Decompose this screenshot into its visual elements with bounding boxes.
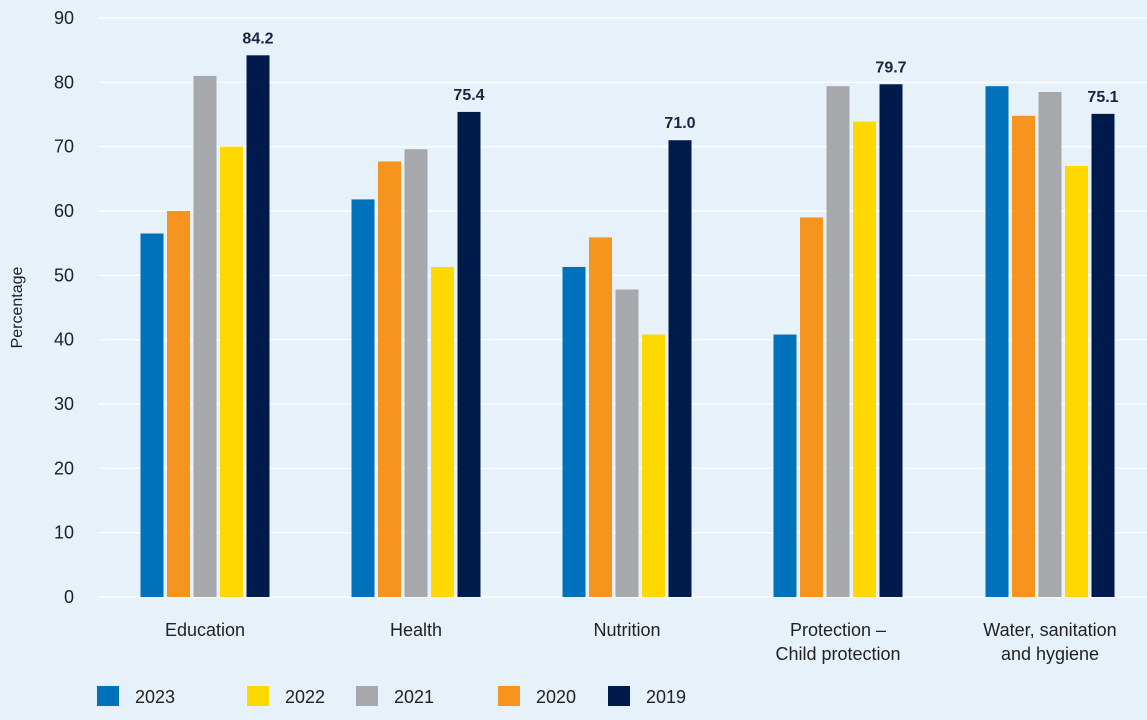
bar-2019-cat-3 [879, 84, 903, 597]
data-label-0: 84.2 [242, 30, 273, 47]
legend-swatch-2022 [247, 686, 269, 706]
bar-2019-cat-2 [668, 140, 692, 598]
bars [140, 55, 1115, 598]
y-tick-label: 40 [54, 330, 74, 350]
bar-2019-cat-1 [457, 111, 481, 598]
bar-2021-cat-0 [193, 75, 217, 597]
legend-swatch-2019 [608, 686, 630, 706]
legend-swatch-2023 [97, 686, 119, 706]
bar-2021-cat-2 [615, 289, 639, 597]
bar-2022-cat-4 [1065, 165, 1088, 597]
legend-label-2019: 2019 [646, 687, 686, 707]
y-tick-label: 0 [64, 587, 74, 607]
x-axis-categories: Education Health Nutrition Protection – Chil… [165, 620, 1117, 664]
bar-2023-cat-4 [985, 86, 1009, 597]
legend-swatch-2021 [356, 686, 378, 706]
bar-2021-cat-3 [826, 86, 850, 597]
y-tick-label: 20 [54, 458, 74, 478]
legend: 2023 2022 2021 2020 2019 [97, 686, 686, 707]
bar-2023-cat-0 [140, 233, 164, 597]
data-label-4: 75.1 [1087, 89, 1118, 106]
bar-2020-cat-4 [1012, 115, 1035, 597]
y-axis-ticks: 0 10 20 30 40 50 60 70 80 90 [54, 8, 74, 607]
y-tick-label: 50 [54, 265, 74, 285]
legend-label-2022: 2022 [285, 687, 325, 707]
bar-2022-cat-0 [220, 146, 243, 598]
bar-2023-cat-1 [351, 199, 375, 598]
legend-swatch-2020 [498, 686, 520, 706]
bar-2020-cat-2 [589, 237, 612, 597]
bar-2022-cat-2 [642, 334, 665, 597]
legend-label-2023: 2023 [135, 687, 175, 707]
data-labels: 84.2 75.4 71.0 79.7 75.1 [242, 30, 1118, 132]
category-label: Protection – Child protection [775, 620, 900, 664]
category-label: Education [165, 620, 245, 640]
legend-label-2021: 2021 [394, 687, 434, 707]
data-label-2: 71.0 [664, 115, 695, 132]
legend-label-2020: 2020 [536, 687, 576, 707]
bar-2019-cat-0 [246, 55, 270, 598]
bar-2020-cat-3 [800, 217, 823, 597]
y-tick-label: 10 [54, 523, 74, 543]
data-label-3: 79.7 [875, 59, 906, 76]
bar-2021-cat-4 [1038, 91, 1062, 597]
y-tick-label: 70 [54, 137, 74, 157]
bar-2019-cat-4 [1091, 113, 1115, 598]
bar-2020-cat-1 [378, 161, 401, 597]
bar-2022-cat-1 [431, 266, 454, 597]
bar-2020-cat-0 [167, 211, 190, 597]
y-tick-label: 30 [54, 394, 74, 414]
y-axis-title: Percentage [9, 266, 26, 348]
bar-2023-cat-3 [773, 334, 797, 597]
bar-2021-cat-1 [404, 149, 428, 598]
y-tick-label: 80 [54, 72, 74, 92]
y-tick-label: 90 [54, 8, 74, 28]
category-label: Nutrition [593, 620, 660, 640]
data-label-1: 75.4 [453, 87, 484, 104]
category-label: Health [390, 620, 442, 640]
category-label: Water, sanitation and hygiene [983, 620, 1116, 664]
bar-2022-cat-3 [853, 121, 876, 597]
y-tick-label: 60 [54, 201, 74, 221]
bar-2023-cat-2 [562, 266, 586, 597]
